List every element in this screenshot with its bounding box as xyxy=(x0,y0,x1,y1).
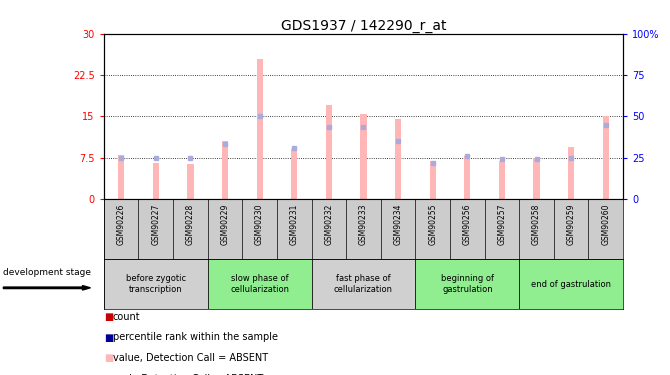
Bar xyxy=(464,156,470,199)
Text: GSM90257: GSM90257 xyxy=(497,204,507,245)
Text: GSM90258: GSM90258 xyxy=(532,204,541,245)
Bar xyxy=(429,161,436,199)
Text: value, Detection Call = ABSENT: value, Detection Call = ABSENT xyxy=(113,353,268,363)
Text: ■: ■ xyxy=(104,353,113,363)
Bar xyxy=(208,259,312,309)
Text: GSM90256: GSM90256 xyxy=(463,204,472,245)
Bar xyxy=(415,259,519,309)
Bar xyxy=(499,161,505,199)
Bar xyxy=(291,149,297,199)
Bar xyxy=(257,58,263,199)
Text: GSM90259: GSM90259 xyxy=(567,204,576,245)
Text: before zygotic
transcription: before zygotic transcription xyxy=(126,274,186,294)
Bar xyxy=(104,259,208,309)
Text: GSM90229: GSM90229 xyxy=(220,204,230,245)
Text: GSM90226: GSM90226 xyxy=(117,204,126,245)
Text: end of gastrulation: end of gastrulation xyxy=(531,280,611,289)
Text: GSM90233: GSM90233 xyxy=(359,204,368,245)
Text: percentile rank within the sample: percentile rank within the sample xyxy=(113,333,277,342)
Text: beginning of
gastrulation: beginning of gastrulation xyxy=(441,274,494,294)
Bar xyxy=(312,259,415,309)
Text: count: count xyxy=(113,312,140,322)
Bar xyxy=(222,141,228,199)
Text: ■: ■ xyxy=(104,333,113,342)
Text: GSM90228: GSM90228 xyxy=(186,204,195,245)
Bar xyxy=(568,147,574,199)
Text: ■: ■ xyxy=(104,374,113,375)
Bar xyxy=(519,259,623,309)
Text: fast phase of
cellularization: fast phase of cellularization xyxy=(334,274,393,294)
Bar xyxy=(533,158,539,199)
Text: GSM90230: GSM90230 xyxy=(255,204,264,245)
Text: GSM90260: GSM90260 xyxy=(601,204,610,245)
Text: GSM90232: GSM90232 xyxy=(324,204,334,245)
Bar xyxy=(360,114,366,199)
Title: GDS1937 / 142290_r_at: GDS1937 / 142290_r_at xyxy=(281,19,446,33)
Text: GSM90255: GSM90255 xyxy=(428,204,438,245)
Bar xyxy=(326,105,332,199)
Text: slow phase of
cellularization: slow phase of cellularization xyxy=(230,274,289,294)
Text: GSM90231: GSM90231 xyxy=(289,204,299,245)
Bar xyxy=(395,119,401,199)
Text: GSM90234: GSM90234 xyxy=(393,204,403,245)
Text: ■: ■ xyxy=(104,312,113,322)
Text: GSM90227: GSM90227 xyxy=(151,204,160,245)
Text: development stage: development stage xyxy=(3,268,91,277)
Text: rank, Detection Call = ABSENT: rank, Detection Call = ABSENT xyxy=(113,374,263,375)
Bar xyxy=(118,155,124,199)
Bar xyxy=(153,163,159,199)
Bar xyxy=(188,164,194,199)
Bar xyxy=(603,116,609,199)
